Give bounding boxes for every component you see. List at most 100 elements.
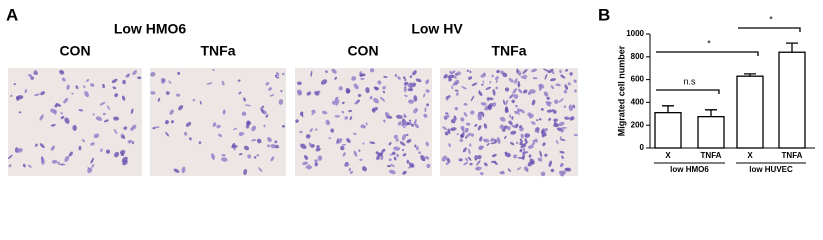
cell — [463, 161, 469, 166]
cell — [103, 119, 109, 123]
cell — [462, 128, 465, 134]
cell — [50, 145, 55, 151]
cell — [522, 153, 525, 161]
cell — [359, 158, 363, 161]
cell — [348, 109, 353, 113]
cell — [514, 110, 520, 115]
cell — [216, 124, 221, 129]
cell — [443, 74, 448, 79]
cell — [418, 151, 421, 155]
cell — [59, 163, 66, 166]
cell — [510, 130, 517, 135]
cell — [450, 127, 457, 131]
cell — [280, 89, 283, 93]
cell — [106, 105, 111, 111]
micrograph — [8, 68, 142, 176]
cell — [359, 73, 363, 77]
cell — [365, 122, 368, 126]
cell — [27, 164, 32, 168]
cell — [253, 156, 257, 159]
cell — [538, 118, 542, 121]
cell — [64, 155, 70, 163]
cell — [519, 138, 523, 143]
cell — [165, 131, 170, 137]
cell — [270, 156, 275, 162]
cell — [534, 127, 538, 133]
cell — [517, 80, 520, 88]
cell — [490, 137, 495, 142]
cell — [453, 118, 456, 122]
cell — [111, 78, 118, 84]
cell — [503, 125, 508, 130]
cell — [305, 134, 311, 139]
condition-title: CON — [347, 43, 378, 59]
cell — [456, 132, 459, 136]
cell — [369, 141, 376, 144]
significance-label: n.s — [683, 76, 696, 86]
cell — [465, 157, 469, 162]
cell — [425, 156, 430, 160]
cell — [302, 161, 309, 166]
cell — [331, 68, 337, 74]
condition-title: CON — [59, 43, 90, 59]
cell — [60, 115, 65, 120]
cell — [543, 128, 548, 132]
cell — [212, 69, 215, 72]
cell — [408, 119, 412, 122]
cell — [64, 117, 70, 124]
cell — [95, 116, 103, 121]
cell — [492, 89, 496, 96]
error-bar — [786, 42, 798, 53]
condition-title: TNFa — [492, 43, 527, 59]
cell — [556, 127, 563, 132]
cell — [532, 77, 538, 80]
cell — [511, 99, 515, 104]
cell — [33, 70, 38, 75]
cell — [377, 80, 382, 85]
cell — [358, 149, 361, 152]
cell — [310, 70, 313, 77]
cell — [514, 111, 517, 114]
cell — [522, 151, 529, 154]
cell — [265, 114, 269, 118]
cell — [573, 133, 578, 137]
x-tick-label: X — [665, 151, 671, 160]
cell — [256, 138, 262, 144]
cell — [218, 133, 223, 138]
cell — [386, 165, 392, 168]
cell — [307, 166, 313, 170]
cell — [314, 162, 318, 167]
cell — [123, 126, 128, 130]
cell — [573, 79, 577, 83]
cell — [354, 101, 359, 105]
cell — [114, 93, 119, 98]
cell — [233, 127, 238, 131]
cell — [388, 142, 392, 146]
cell — [481, 83, 484, 86]
group-title: Low HV — [411, 21, 463, 37]
cell — [503, 99, 506, 105]
cell — [340, 145, 345, 151]
significance-label: * — [707, 38, 711, 48]
cell — [66, 84, 70, 90]
cell — [413, 107, 418, 114]
cell — [496, 137, 501, 144]
cell — [306, 91, 312, 96]
cell — [485, 86, 492, 90]
cell — [548, 160, 552, 167]
cell — [396, 153, 399, 158]
cell — [560, 74, 566, 79]
cell — [41, 158, 45, 165]
cell — [423, 93, 426, 98]
cell — [524, 133, 531, 138]
cell — [317, 155, 323, 161]
cell — [500, 70, 504, 75]
cell — [393, 156, 397, 161]
cell — [509, 114, 512, 119]
cell — [362, 166, 367, 172]
cell — [119, 149, 126, 155]
cell — [528, 154, 532, 158]
cell — [371, 109, 376, 113]
cell — [543, 68, 550, 72]
cell — [232, 143, 236, 148]
